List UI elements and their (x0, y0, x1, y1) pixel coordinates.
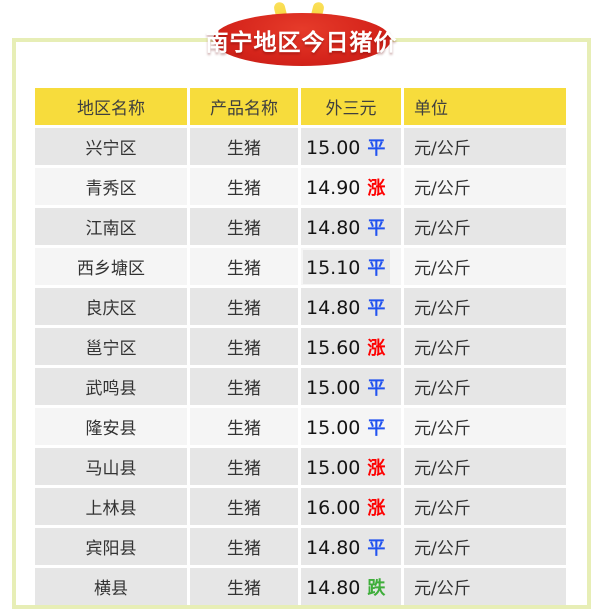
table-row: 兴宁区 生猪 15.00 平元/公斤 (35, 128, 566, 165)
region-cell: 武鸣县 (35, 368, 187, 405)
unit-cell: 元/公斤 (404, 368, 566, 405)
price-cell: 15.00 平 (301, 368, 401, 405)
price-value: 14.80 (306, 296, 361, 319)
table-row: 横县 生猪 14.80 跌元/公斤 (35, 568, 566, 605)
price-cell: 14.80 跌 (301, 568, 401, 605)
price-change-flat-mark: 平 (367, 137, 386, 159)
unit-cell: 元/公斤 (404, 408, 566, 445)
region-cell: 隆安县 (35, 408, 187, 445)
price-change-up-mark: 涨 (367, 457, 386, 479)
table-row: 马山县 生猪 15.00 涨元/公斤 (35, 448, 566, 485)
product-cell: 生猪 (190, 128, 298, 165)
price-value: 14.90 (306, 176, 361, 199)
region-cell: 宾阳县 (35, 528, 187, 565)
price-table-body: 兴宁区 生猪 15.00 平元/公斤 青秀区 生猪 14.90 涨元/公斤 江南区 生猪 14.80… (35, 128, 566, 605)
price-value: 15.00 (306, 416, 361, 439)
price-cell: 15.60 涨 (301, 328, 401, 365)
price-change-up-mark: 涨 (367, 337, 386, 359)
region-cell: 横县 (35, 568, 187, 605)
region-cell: 上林县 (35, 488, 187, 525)
region-cell: 兴宁区 (35, 128, 187, 165)
unit-cell: 元/公斤 (404, 488, 566, 525)
region-cell: 青秀区 (35, 168, 187, 205)
product-cell: 生猪 (190, 528, 298, 565)
price-value: 15.10 (306, 256, 361, 279)
price-change-flat-mark: 平 (367, 217, 386, 239)
column-header-0: 地区名称 (35, 88, 187, 125)
price-value: 14.80 (306, 536, 361, 559)
unit-cell: 元/公斤 (404, 248, 566, 285)
unit-cell: 元/公斤 (404, 168, 566, 205)
table-row: 西乡塘区 生猪 15.10 平元/公斤 (35, 248, 566, 285)
product-cell: 生猪 (190, 288, 298, 325)
region-cell: 江南区 (35, 208, 187, 245)
product-cell: 生猪 (190, 168, 298, 205)
price-cell: 14.90 涨 (301, 168, 401, 205)
product-cell: 生猪 (190, 488, 298, 525)
pig-price-table: 地区名称 产品名称 外三元 单位 兴宁区 生猪 15.00 平元/公斤 青秀区 生猪 14.90 涨… (32, 85, 569, 608)
price-value: 16.00 (306, 496, 361, 519)
table-row: 宾阳县 生猪 14.80 平元/公斤 (35, 528, 566, 565)
region-cell: 西乡塘区 (35, 248, 187, 285)
price-change-flat-mark: 平 (367, 257, 386, 279)
region-cell: 马山县 (35, 448, 187, 485)
table-row: 上林县 生猪 16.00 涨元/公斤 (35, 488, 566, 525)
table-row: 江南区 生猪 14.80 平元/公斤 (35, 208, 566, 245)
unit-cell: 元/公斤 (404, 528, 566, 565)
product-cell: 生猪 (190, 448, 298, 485)
table-row: 武鸣县 生猪 15.00 平元/公斤 (35, 368, 566, 405)
price-change-up-mark: 涨 (367, 497, 386, 519)
page-title: 南宁地区今日猪价 (205, 29, 398, 56)
price-change-up-mark: 涨 (367, 177, 386, 199)
price-cell: 14.80 平 (301, 528, 401, 565)
table-row: 邕宁区 生猪 15.60 涨元/公斤 (35, 328, 566, 365)
unit-cell: 元/公斤 (404, 448, 566, 485)
unit-cell: 元/公斤 (404, 328, 566, 365)
price-value: 15.60 (306, 336, 361, 359)
product-cell: 生猪 (190, 568, 298, 605)
table-row: 隆安县 生猪 15.00 平元/公斤 (35, 408, 566, 445)
column-header-1: 产品名称 (190, 88, 298, 125)
unit-cell: 元/公斤 (404, 288, 566, 325)
column-header-2: 外三元 (301, 88, 401, 125)
price-change-flat-mark: 平 (367, 537, 386, 559)
unit-cell: 元/公斤 (404, 568, 566, 605)
table-row: 良庆区 生猪 14.80 平元/公斤 (35, 288, 566, 325)
price-change-flat-mark: 平 (367, 377, 386, 399)
product-cell: 生猪 (190, 248, 298, 285)
price-value: 14.80 (306, 216, 361, 239)
price-value: 15.00 (306, 136, 361, 159)
price-change-down-mark: 跌 (367, 577, 386, 599)
region-cell: 邕宁区 (35, 328, 187, 365)
price-cell: 16.00 涨 (301, 488, 401, 525)
product-cell: 生猪 (190, 368, 298, 405)
price-cell: 15.00 涨 (301, 448, 401, 485)
region-cell: 良庆区 (35, 288, 187, 325)
price-cell: 14.80 平 (301, 208, 401, 245)
price-cell: 15.00 平 (301, 128, 401, 165)
price-value: 15.00 (306, 376, 361, 399)
price-cell: 15.00 平 (301, 408, 401, 445)
price-value: 15.00 (306, 456, 361, 479)
table-row: 青秀区 生猪 14.90 涨元/公斤 (35, 168, 566, 205)
unit-cell: 元/公斤 (404, 208, 566, 245)
unit-cell: 元/公斤 (404, 128, 566, 165)
table-header-row: 地区名称 产品名称 外三元 单位 (35, 88, 566, 125)
price-value: 14.80 (306, 576, 361, 599)
price-cell: 15.10 平 (301, 248, 401, 285)
price-cell: 14.80 平 (301, 288, 401, 325)
column-header-3: 单位 (404, 88, 566, 125)
product-cell: 生猪 (190, 208, 298, 245)
price-change-flat-mark: 平 (367, 297, 386, 319)
product-cell: 生猪 (190, 408, 298, 445)
product-cell: 生猪 (190, 328, 298, 365)
title-badge: 南宁地区今日猪价 (206, 13, 397, 66)
price-change-flat-mark: 平 (367, 417, 386, 439)
